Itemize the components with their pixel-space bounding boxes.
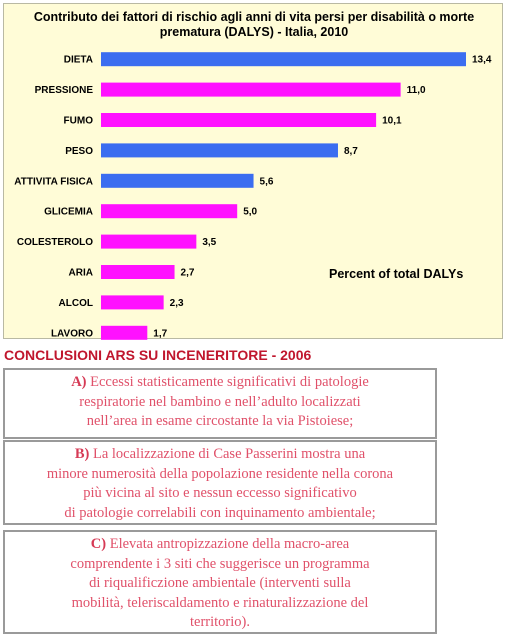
conclusion-a-line-1: Eccessi statisticamente significativi di… — [90, 374, 369, 390]
conclusion-b-line-4: di patologie correlabili con inquinament… — [64, 504, 376, 521]
chart-title-line-2: prematura (DALYS) - Italia, 2010 — [160, 25, 349, 39]
bar — [101, 234, 197, 249]
category-label: FUMO — [64, 116, 94, 127]
category-label: DIETA — [64, 55, 93, 66]
value-label: 11,0 — [407, 85, 426, 96]
value-label: 2,7 — [181, 268, 195, 279]
conclusion-b-line-2: minore numerosità della popolazione resi… — [46, 465, 394, 482]
bars-group: DIETA 13,4 PRESSIONE 11,0 FUMO 10,1 PESO 8,7 ATT… — [14, 52, 492, 340]
value-label: 1,7 — [153, 328, 167, 339]
value-label: 2,3 — [170, 298, 184, 309]
value-label: 8,7 — [344, 146, 358, 157]
bar — [101, 325, 148, 340]
conclusion-c-letter: C) — [90, 536, 107, 552]
conclusion-a-line-2: respiratorie nel bambino e nell’adulto l… — [79, 393, 361, 410]
value-label: 3,5 — [202, 237, 216, 248]
conclusion-b-letter: B) — [74, 446, 90, 462]
category-label: LAVORO — [51, 328, 93, 339]
conclusions-title: CONCLUSIONI ARS SU INCENERITORE - 2006 — [4, 347, 312, 363]
bar — [101, 82, 401, 97]
conclusion-a-line-3: nell’area in esame circostante la via Pi… — [86, 413, 354, 429]
conclusion-c-line-3: di riqualificzione ambientale (intervent… — [89, 575, 351, 591]
chart-title-line-1: Contributo dei fattori di rischio agli a… — [34, 10, 474, 24]
bar — [101, 265, 175, 279]
conclusion-b-line-3: più vicina al sito e nessun eccesso sign… — [83, 485, 357, 501]
bar — [101, 295, 164, 310]
value-label: 13,4 — [472, 55, 492, 66]
conclusion-a-letter: A) — [71, 374, 87, 390]
conclusion-c-line-2: comprendente i 3 siti che suggerisce un … — [70, 555, 370, 572]
bar — [101, 204, 238, 219]
conclusion-box-a: A) Eccessi statisticamente significativi… — [3, 368, 437, 439]
bar — [101, 52, 466, 67]
category-label: PRESSIONE — [35, 85, 94, 96]
chart-panel: Contributo dei fattori di rischio agli a… — [3, 3, 503, 340]
category-label: ALCOL — [59, 298, 93, 309]
value-label: 5,0 — [243, 207, 257, 218]
conclusion-box-c: C) Elevata antropizzazione della macro-a… — [3, 530, 437, 634]
category-label: PESO — [65, 146, 93, 157]
category-label: GLICEMIA — [44, 207, 93, 218]
bar — [101, 143, 338, 158]
bar — [101, 113, 377, 127]
conclusion-c-line-5: territorio). — [190, 614, 250, 630]
category-label: ATTIVITA FISICA — [14, 176, 93, 187]
chart-annotation: Percent of total DALYs — [329, 267, 463, 281]
value-label: 5,6 — [260, 176, 274, 187]
value-label: 10,1 — [382, 116, 402, 127]
conclusion-box-b: B) La localizzazione di Case Passerini m… — [3, 440, 437, 525]
bar-chart: Contributo dei fattori di rischio agli a… — [14, 10, 492, 340]
bar — [101, 173, 254, 188]
conclusion-b-line-1: La localizzazione di Case Passerini most… — [92, 446, 366, 462]
conclusion-c-line-4: mobilità, teleriscaldamento e rinaturali… — [71, 594, 369, 611]
category-label: COLESTEROLO — [17, 237, 93, 248]
category-label: ARIA — [69, 268, 93, 279]
conclusion-c-line-1: Elevata antropizzazione della macro-area — [109, 536, 350, 552]
